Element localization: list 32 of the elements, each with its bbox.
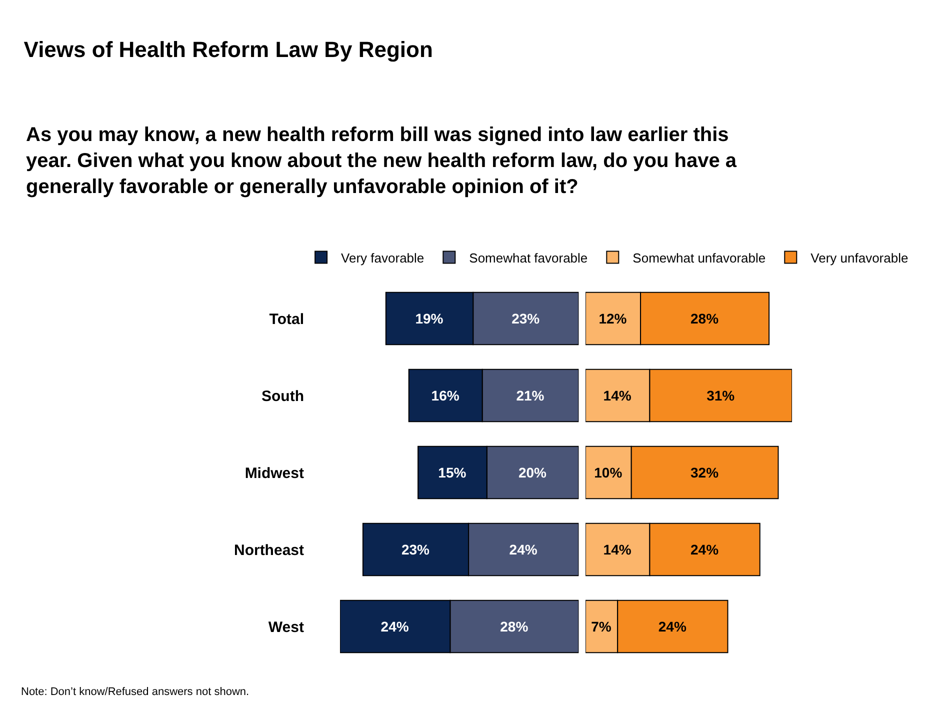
y-tick-label: South	[262, 388, 304, 405]
legend-label: Very favorable	[341, 250, 424, 266]
y-tick-label: West	[268, 618, 304, 636]
data-label: 28%	[500, 618, 529, 634]
data-label: 21%	[516, 388, 545, 404]
y-tick-label: Northeast	[234, 542, 304, 559]
data-label: 28%	[690, 310, 720, 326]
data-label: 24%	[380, 618, 410, 634]
legend-label: Very unfavorable	[810, 250, 908, 266]
data-label: 23%	[401, 542, 430, 558]
y-tick-label: Total	[269, 310, 304, 328]
data-label: 16%	[431, 388, 460, 404]
data-label: 20%	[518, 464, 548, 480]
data-label: 12%	[598, 310, 628, 326]
y-tick-label: Midwest	[244, 464, 304, 482]
data-label: 24%	[509, 542, 538, 558]
data-label: 24%	[690, 542, 720, 558]
chart-title: Views of Health Reform Law By Region	[24, 36, 433, 62]
data-label: 19%	[415, 310, 444, 326]
data-label: 14%	[603, 388, 632, 404]
data-label: 7%	[591, 618, 612, 634]
data-label: 10%	[594, 464, 623, 480]
data-label: 24%	[658, 618, 687, 634]
chart-subtitle: As you may know, a new health reform bill was signed into law earlier this year. Given what you know about the new health reform law, do you have a generally favorable or generally unfavorable opinion of it?	[26, 124, 738, 198]
data-label: 31%	[706, 388, 736, 404]
text: Note: Don’t know/Refused answers not shown.	[21, 686, 250, 698]
data-label: 23%	[512, 310, 540, 326]
data-label: 32%	[690, 464, 720, 480]
data-label: 14%	[603, 542, 632, 558]
legend-label: Somewhat favorable	[469, 250, 588, 266]
legend-label: Somewhat unfavorable	[632, 250, 766, 266]
data-label: 15%	[438, 464, 467, 480]
